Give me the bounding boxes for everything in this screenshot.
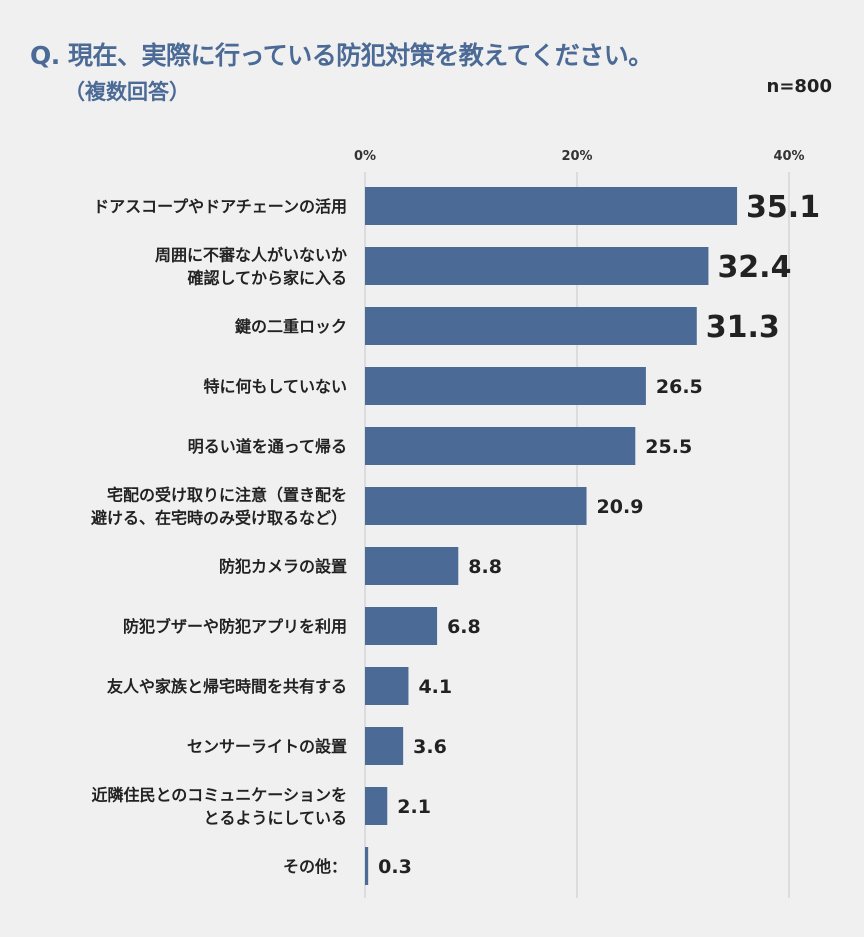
bar [365, 727, 404, 765]
value-label: 25.5 [645, 436, 692, 458]
bar [365, 847, 369, 885]
value-label: 20.9 [597, 496, 644, 518]
category-label: 鍵の二重ロック [235, 317, 347, 336]
category-label: 宅配の受け取りに注意（置き配を [107, 486, 347, 505]
category-label: とるようにしている [203, 809, 347, 828]
category-label: センサーライトの設置 [187, 737, 347, 756]
bar [365, 667, 409, 705]
bar [365, 307, 697, 345]
value-label: 8.8 [468, 556, 502, 578]
sample-size: n=800 [766, 76, 832, 97]
category-label: 近隣住民とのコミュニケーションを [91, 786, 347, 805]
category-label: ドアスコープやドアチェーンの活用 [93, 197, 347, 216]
bar [365, 187, 738, 225]
bar [365, 787, 388, 825]
chart-title: Q. 現在、実際に行っている防犯対策を教えてください。 [30, 41, 653, 70]
value-label: 31.3 [706, 310, 780, 345]
category-label: 周囲に不審な人がいないか [155, 246, 347, 265]
category-labels: ドアスコープやドアチェーンの活用周囲に不審な人がいないか確認してから家に入る鍵の… [91, 197, 347, 876]
x-tick-label: 20% [561, 149, 592, 164]
value-label: 0.3 [378, 856, 412, 878]
value-label: 6.8 [447, 616, 481, 638]
bar [365, 487, 587, 525]
value-label: 3.6 [413, 736, 447, 758]
value-label: 26.5 [656, 376, 703, 398]
category-label: その他： [283, 857, 347, 876]
value-label: 2.1 [397, 796, 431, 818]
bar [365, 427, 636, 465]
category-label: 特に何もしていない [203, 377, 347, 396]
bar [365, 367, 646, 405]
bar [365, 247, 709, 285]
category-label: 防犯カメラの設置 [219, 557, 347, 576]
value-label: 4.1 [418, 676, 452, 698]
x-axis-ticks: 0% 20% 40% [354, 149, 805, 164]
category-label: 友人や家族と帰宅時間を共有する [107, 677, 347, 696]
category-label: 避ける、在宅時のみ受け取るなど） [91, 509, 347, 528]
grid-lines [364, 172, 790, 898]
value-label: 32.4 [717, 250, 791, 285]
category-label: 確認してから家に入る [187, 269, 347, 288]
bar [365, 607, 438, 645]
chart-subtitle: （複数回答） [64, 80, 190, 104]
category-label: 防犯ブザーや防犯アプリを利用 [123, 617, 347, 636]
category-label: 明るい道を通って帰る [188, 437, 347, 456]
x-tick-label: 0% [354, 149, 376, 164]
bar [365, 547, 459, 585]
bars [365, 187, 738, 885]
value-label: 35.1 [746, 190, 820, 225]
x-tick-label: 40% [773, 149, 804, 164]
value-labels: 35.1 32.4 31.3 26.5 25.5 20.9 8.8 6.8 4.1 3.6 2.1 0… [378, 190, 820, 878]
